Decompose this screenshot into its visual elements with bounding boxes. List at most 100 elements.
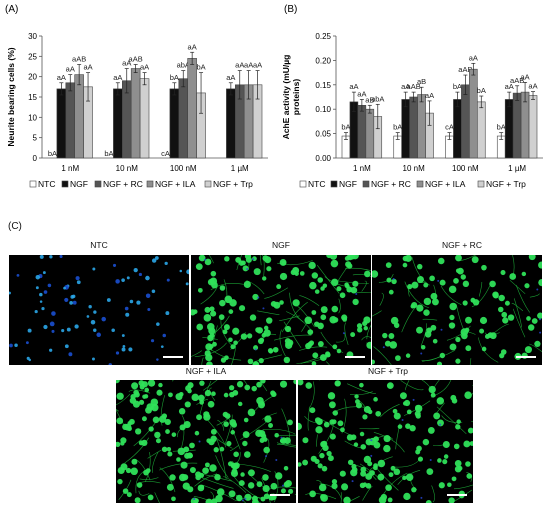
- cell-mark: [280, 436, 283, 439]
- cell-mark: [154, 492, 160, 503]
- chart-a-significance-label: aA: [122, 59, 131, 68]
- cell-mark: [217, 419, 224, 431]
- cell-mark: [194, 430, 200, 436]
- chart-b-bar-ngf: [401, 99, 410, 159]
- cell-mark: [400, 380, 424, 391]
- cell-mark: [309, 281, 317, 290]
- cell-mark: [116, 392, 124, 400]
- cell-mark: [453, 484, 473, 490]
- cell-mark: [437, 419, 444, 427]
- cell-mark: [220, 357, 227, 363]
- cell-mark: [299, 346, 328, 351]
- cell-mark: [368, 465, 380, 474]
- cell-mark: [421, 355, 441, 361]
- cell-mark: [49, 321, 55, 327]
- cell-mark: [256, 481, 263, 488]
- cell-mark: [143, 394, 149, 399]
- cell-mark: [318, 424, 334, 454]
- cell-mark: [88, 305, 92, 309]
- cell-mark: [450, 394, 457, 401]
- cell-mark: [416, 304, 424, 312]
- cell-mark: [111, 328, 115, 333]
- cell-mark: [463, 440, 471, 448]
- cell-mark: [464, 391, 472, 399]
- cell-mark: [401, 418, 404, 421]
- cell-mark: [504, 300, 510, 306]
- cell-mark: [246, 333, 253, 339]
- cell-mark: [262, 428, 296, 435]
- cell-mark: [385, 262, 392, 269]
- cell-mark: [223, 324, 230, 331]
- cell-mark: [372, 270, 379, 278]
- cell-mark: [156, 389, 163, 396]
- cell-mark: [39, 300, 43, 303]
- chart-b-bar-ngf-rc: [461, 84, 470, 159]
- cell-mark: [228, 309, 234, 314]
- cell-mark: [431, 485, 435, 503]
- cell-mark: [455, 268, 461, 274]
- cell-mark: [432, 338, 438, 344]
- cell-mark: [121, 334, 125, 337]
- cell-mark: [259, 337, 265, 343]
- cell-mark: [349, 391, 373, 396]
- cell-mark: [211, 391, 216, 397]
- cell-mark: [222, 411, 229, 418]
- cell-mark: [312, 352, 319, 359]
- cell-mark: [342, 332, 345, 335]
- cell-mark: [411, 281, 419, 289]
- cell-mark: [422, 438, 430, 446]
- cell-mark: [171, 432, 177, 437]
- cell-mark: [331, 278, 339, 287]
- chart-b-bar-ngf-rc: [357, 104, 367, 159]
- cell-mark: [393, 412, 401, 420]
- cell-mark: [156, 358, 159, 361]
- cell-mark: [322, 444, 329, 452]
- cell-mark: [325, 351, 331, 357]
- cell-mark: [210, 435, 217, 443]
- cell-mark: [158, 382, 163, 388]
- chart-b-legend-swatch-ngf: [330, 180, 338, 188]
- cell-mark: [299, 271, 305, 276]
- chart-b-significance-label: bA: [497, 123, 506, 132]
- cell-mark: [171, 496, 176, 502]
- cell-mark: [462, 300, 468, 306]
- micrograph-canvas: [116, 380, 296, 503]
- cell-mark: [276, 442, 296, 448]
- chart-b-significance-label: bA: [393, 123, 402, 132]
- cell-mark: [152, 416, 160, 424]
- cell-mark: [436, 406, 467, 435]
- cell-mark: [242, 440, 248, 447]
- cell-mark: [384, 340, 391, 347]
- cell-mark: [244, 497, 247, 500]
- cell-mark: [359, 431, 365, 437]
- chart-a-y-tick-label: 30: [28, 32, 37, 41]
- cell-mark: [429, 275, 435, 282]
- cell-mark: [144, 387, 150, 393]
- cell-mark: [219, 446, 225, 452]
- chart-a-y-tick-label: 20: [28, 73, 37, 82]
- cell-mark: [160, 345, 164, 349]
- cell-mark: [247, 469, 255, 477]
- cell-mark: [412, 398, 415, 401]
- cell-mark: [344, 282, 349, 288]
- cell-mark: [237, 401, 243, 407]
- cell-mark: [455, 336, 461, 343]
- cell-mark: [232, 327, 240, 335]
- cell-mark: [179, 269, 183, 273]
- chart-b-bar-ngf-rc: [409, 96, 418, 159]
- cell-mark: [402, 475, 407, 481]
- cell-mark: [204, 389, 212, 397]
- cell-mark: [281, 301, 308, 333]
- cell-mark: [288, 488, 294, 494]
- cell-mark: [72, 300, 77, 305]
- cell-mark: [321, 418, 351, 436]
- cell-mark: [186, 269, 189, 275]
- cell-mark: [172, 380, 174, 382]
- cell-mark: [165, 311, 170, 316]
- cell-mark: [27, 328, 32, 333]
- cell-mark: [262, 255, 265, 277]
- cell-mark: [298, 422, 302, 431]
- chart-a-legend-entry-ngf: NGF: [70, 179, 88, 189]
- cell-mark: [260, 433, 267, 439]
- cell-mark: [348, 255, 356, 260]
